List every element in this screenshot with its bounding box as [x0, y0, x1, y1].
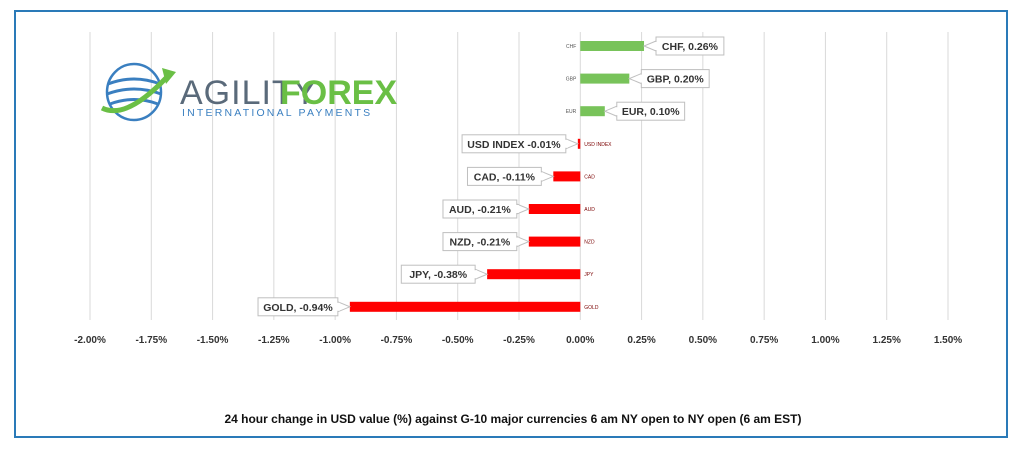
svg-text:CHF, 0.26%: CHF, 0.26% — [662, 41, 719, 53]
category-labels: CHF GBP EUR USD INDEX CAD AUD NZD JPY GOLD — [566, 44, 612, 311]
svg-text:JPY, -0.38%: JPY, -0.38% — [409, 269, 467, 281]
x-axis-ticks: -2.00% -1.75% -1.50% -1.25% -1.00% -0.75% -0.5… — [74, 335, 962, 346]
bar-cad — [553, 171, 581, 182]
svg-text:AUD, -0.21%: AUD, -0.21% — [449, 204, 512, 216]
agilityforex-logo: AGILITY FOREX INTERNATIONAL PAYMENTS — [100, 62, 397, 122]
category-label: GBP — [566, 77, 577, 83]
x-tick-label: -0.75% — [381, 335, 413, 346]
category-label: CHF — [566, 44, 576, 50]
logo-tagline: INTERNATIONAL PAYMENTS — [182, 107, 372, 119]
bar-aud — [528, 204, 581, 214]
bar-jpy — [487, 269, 581, 280]
x-tick-label: 0.25% — [627, 335, 655, 346]
x-tick-label: -1.00% — [319, 335, 351, 346]
svg-text:NZD, -0.21%: NZD, -0.21% — [450, 237, 511, 249]
x-tick-label: 1.25% — [873, 335, 901, 346]
svg-text:GOLD, -0.94%: GOLD, -0.94% — [263, 302, 333, 314]
data-label: CHF, 0.26% — [642, 36, 725, 56]
data-label: CAD, -0.11% — [466, 166, 555, 186]
data-label: EUR, 0.10% — [603, 101, 686, 121]
category-label: JPY — [584, 272, 594, 278]
x-tick-label: -2.00% — [74, 335, 106, 346]
x-tick-label: -0.25% — [503, 335, 535, 346]
bar-chf — [580, 41, 645, 51]
data-label: USD INDEX -0.01% — [461, 134, 580, 154]
x-tick-label: -1.50% — [197, 335, 229, 346]
category-label: GOLD — [584, 305, 599, 311]
logo-brand-main: AGILITY — [180, 74, 317, 112]
data-label: GBP, 0.20% — [628, 69, 710, 89]
svg-text:USD INDEX -0.01%: USD INDEX -0.01% — [467, 139, 561, 151]
category-label: CAD — [584, 174, 595, 180]
category-label: EUR — [566, 109, 577, 115]
logo-brand-accent: FOREX — [280, 74, 397, 112]
category-label: NZD — [584, 240, 595, 246]
category-label: USD INDEX — [584, 142, 612, 148]
data-label: AUD, -0.21% — [442, 199, 531, 219]
x-tick-label: 1.00% — [811, 335, 839, 346]
svg-text:EUR, 0.10%: EUR, 0.10% — [622, 106, 680, 118]
bar-gold — [349, 301, 581, 312]
globe-icon — [100, 62, 176, 122]
bar-chart: CHF GBP EUR USD INDEX CAD AUD NZD JPY GOLD CHF, … — [74, 32, 962, 346]
svg-text:GBP, 0.20%: GBP, 0.20% — [647, 74, 705, 86]
data-label: GOLD, -0.94% — [257, 297, 352, 317]
data-labels: CHF, 0.26% GBP, 0.20% EUR, 0.10% USD INDEX … — [257, 36, 725, 317]
chart-caption: 24 hour change in USD value (%) against … — [224, 412, 802, 426]
data-label: NZD, -0.21% — [442, 232, 531, 252]
svg-text:CAD, -0.11%: CAD, -0.11% — [474, 171, 536, 183]
data-label: JPY, -0.38% — [400, 264, 489, 284]
x-tick-label: 0.50% — [689, 335, 717, 346]
x-tick-label: 0.00% — [566, 335, 594, 346]
x-tick-label: -0.50% — [442, 335, 474, 346]
bar-gbp — [580, 73, 630, 84]
chart-frame: CHF GBP EUR USD INDEX CAD AUD NZD JPY GOLD CHF, … — [14, 10, 1008, 438]
x-tick-label: -1.25% — [258, 335, 290, 346]
category-label: AUD — [584, 207, 595, 213]
bar-eur — [580, 106, 605, 117]
x-tick-label: 1.50% — [934, 335, 962, 346]
bar-nzd — [528, 236, 581, 247]
x-tick-label: 0.75% — [750, 335, 778, 346]
x-tick-label: -1.75% — [135, 335, 167, 346]
